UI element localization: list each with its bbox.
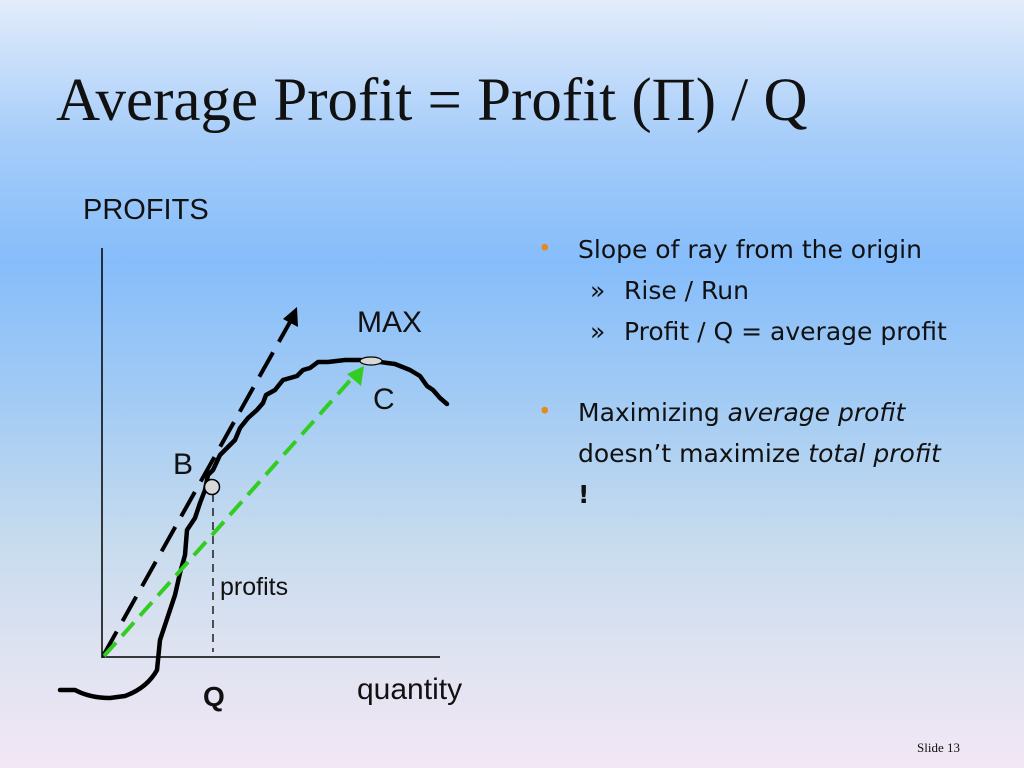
bullet-text-part: Maximizing xyxy=(578,398,728,427)
sub-bullet-text: Profit / Q = average profit xyxy=(624,317,947,346)
slide-number: Slide 13 xyxy=(917,740,960,755)
sub-bullet-marker: » xyxy=(590,317,606,346)
bullet-emphasis: average profit xyxy=(727,398,906,427)
point-b xyxy=(203,478,221,496)
sub-bullet-item: » Profit / Q = average profit xyxy=(538,311,958,352)
bullet-item: • Maximizing average profit doesn’t maxi… xyxy=(538,392,958,515)
point-c-label: C xyxy=(373,383,395,416)
profit-curve xyxy=(57,357,450,701)
bullet-text: Slope of ray from the origin xyxy=(578,235,922,264)
bullet-text-part: doesn’t maximize xyxy=(578,439,809,468)
max-label: MAX xyxy=(357,306,423,339)
green-arrowhead-icon xyxy=(347,366,364,386)
bullet-exclamation: ! xyxy=(578,480,590,509)
slide-title: Average Profit = Profit (Π) / Q xyxy=(56,67,808,134)
profits-label: profits xyxy=(220,573,289,601)
bullet-list: • Slope of ray from the origin » Rise / … xyxy=(538,229,958,515)
point-b-label: B xyxy=(173,448,194,481)
bullet-marker: • xyxy=(538,236,552,262)
arrowhead-icon xyxy=(283,307,298,327)
bullet-emphasis: total profit xyxy=(808,439,941,468)
ray-to-max xyxy=(102,374,356,658)
sub-bullet-text: Rise / Run xyxy=(624,276,749,305)
bullet-marker: • xyxy=(538,399,552,425)
q-label: Q xyxy=(203,681,225,712)
ray-steep xyxy=(101,321,292,657)
x-axis-label: quantity xyxy=(357,673,463,706)
sub-bullet-item: » Rise / Run xyxy=(538,270,958,311)
point-c xyxy=(359,356,383,366)
y-axis-label: PROFITS xyxy=(83,194,209,226)
bullet-item: • Slope of ray from the origin xyxy=(538,229,958,270)
sub-bullet-marker: » xyxy=(590,276,606,305)
